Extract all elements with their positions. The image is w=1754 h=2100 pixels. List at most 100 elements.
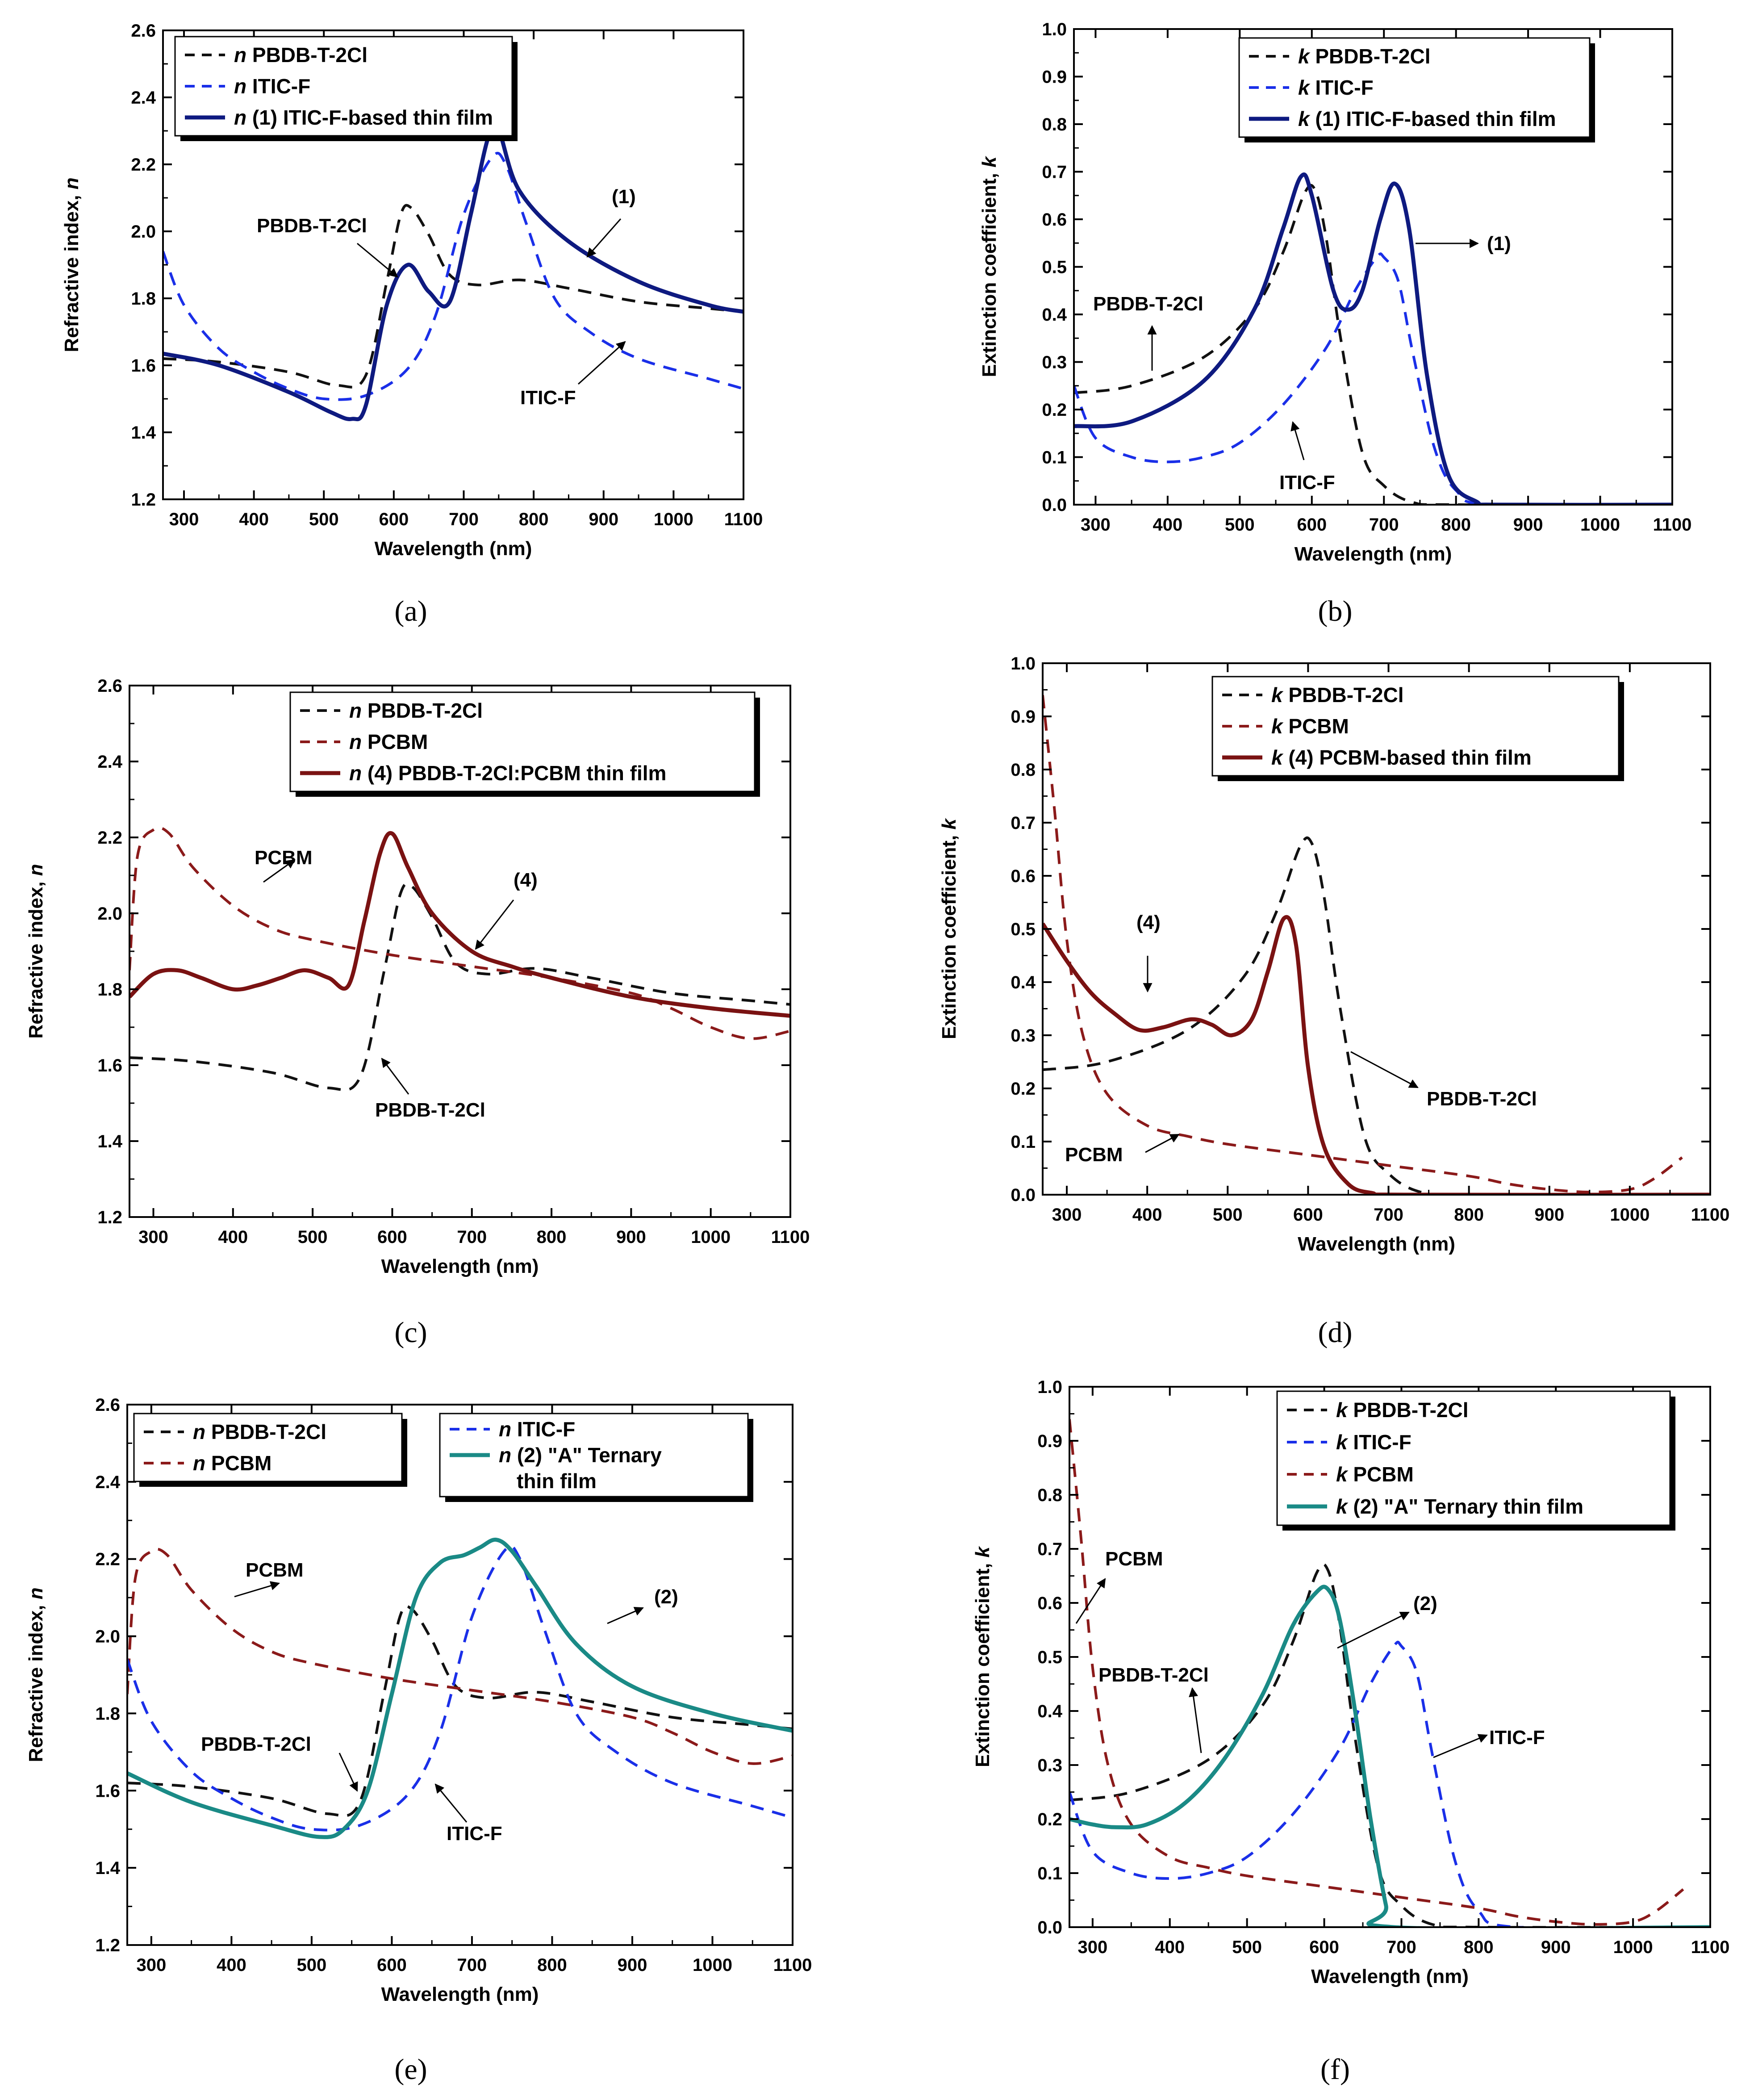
legend-text: PBDB-T-2Cl [368,699,483,722]
series-line--2-a-ternary-thin-film [1069,1585,1710,1927]
legend-label: k PBDB-T-2Cl [1336,1398,1469,1422]
y-tick-label: 2.6 [95,1395,120,1415]
y-tick-label: 2.4 [95,1473,120,1492]
y-axis-label: Refractive index, n [25,864,47,1038]
x-axis-label: Wavelength (nm) [381,1255,539,1277]
x-axis-label: Wavelength (nm) [1311,1966,1469,1987]
x-tick-label: 1000 [1613,1937,1653,1957]
y-tick-label: 2.2 [131,155,156,175]
x-axis-label: Wavelength (nm) [1298,1233,1455,1255]
y-tick-label: 0.7 [1042,163,1067,182]
x-tick-label: 300 [1081,515,1111,535]
x-tick-label: 900 [616,1227,646,1247]
x-tick-label: 400 [239,510,269,529]
series-line-pbdb-t-2cl [129,882,790,1092]
x-tick-label: 1100 [1653,515,1692,535]
y-tick-label: 0.2 [1037,1810,1062,1829]
legend-text: PCBM [368,730,428,753]
annotation-arrow [381,1058,409,1095]
x-tick-label: 1100 [1691,1205,1730,1225]
y-axis-label: Extinction coefficient, k [938,818,960,1039]
y-tick-label: 0.3 [1037,1756,1062,1775]
y-tick-label: 0.1 [1011,1132,1036,1152]
x-tick-label: 700 [449,510,479,529]
legend-prefix: k [1336,1398,1353,1422]
series-line-pbdb-t-2cl [1069,1563,1710,1927]
x-tick-label: 400 [217,1955,246,1975]
legend-text: ITIC-F [1315,76,1373,99]
legend-prefix: n [234,106,252,129]
y-tick-label: 1.2 [97,1208,122,1227]
legend-box [1276,1390,1671,1526]
series-line-itic-f [1074,252,1672,505]
legend-prefix: n [499,1443,517,1467]
x-tick-label: 600 [377,1955,407,1975]
x-tick-label: 500 [297,1955,327,1975]
legend-text: (4) PBDB-T-2Cl:PCBM thin film [368,761,667,785]
annotation-arrow [1290,421,1305,460]
legend-prefix: k [1271,746,1288,769]
annotation-label: ITIC-F [1279,472,1335,494]
panel-e: 300 400 500 600 700 800 900 1000 1100 1.2 1.4 1.6 1.… [25,1395,812,2086]
x-axis-label: Wavelength (nm) [381,1983,539,2005]
y-tick-label: 0.5 [1037,1648,1062,1667]
x-tick-label: 300 [138,1227,168,1247]
annotation-label: (1) [1487,233,1511,255]
legend-prefix: k [1271,683,1288,707]
series-line-pcbm [1069,1419,1684,1926]
panel-b: 300 400 500 600 700 800 900 1000 1100 0.0 0.1 0.2 0.… [978,20,1691,627]
series-line-pbdb-t-2cl [127,1605,793,1817]
x-tick-label: 1000 [691,1227,731,1247]
legend-prefix: n [349,730,368,753]
y-tick-label: 0.8 [1037,1485,1062,1505]
legend-label: k ITIC-F [1298,76,1374,99]
legend-label: n ITIC-F [499,1418,575,1441]
x-tick-label: 800 [1454,1205,1484,1225]
legend-box [174,36,513,137]
x-tick-label: 500 [309,510,339,529]
y-axis-label-symbol: n [61,177,83,189]
legend-text: ITIC-F [252,75,310,98]
x-tick-label: 500 [1232,1937,1262,1957]
y-tick-label: 0.9 [1037,1431,1062,1451]
x-tick-label: 300 [136,1955,166,1975]
legend-text: (2) "A" Ternary thin film [1353,1495,1583,1518]
annotation-label: PBDB-T-2Cl [201,1733,311,1755]
y-axis-label-symbol: k [938,818,960,830]
y-axis-label-symbol: n [25,864,47,876]
y-tick-label: 2.0 [95,1627,120,1647]
legend-prefix: k [1298,45,1315,68]
annotation-arrow [577,341,626,385]
annotation-label: (2) [654,1586,678,1608]
legend-label: n PCBM [193,1452,271,1475]
x-tick-label: 600 [1309,1937,1339,1957]
x-tick-label: 900 [1541,1937,1571,1957]
legend-box [1211,676,1620,777]
series-line-itic-f [1069,1640,1710,1927]
y-tick-label: 1.4 [131,423,156,443]
annotation-label: ITIC-F [447,1823,502,1845]
y-tick-label: 0.6 [1037,1594,1062,1613]
annotation-arrow [1145,1134,1180,1153]
legend-label: k (1) ITIC-F-based thin film [1298,107,1556,130]
x-tick-label: 800 [1441,515,1471,535]
series-line--1-itic-f-based-thin-film [163,123,743,422]
annotation-label: (4) [514,869,538,891]
x-tick-label: 1000 [693,1955,732,1975]
annotation-label: PBDB-T-2Cl [1098,1664,1209,1686]
series-line--2-a-ternary-thin-film [127,1537,793,1839]
legend-text: PBDB-T-2Cl [211,1420,326,1443]
y-axis-label-text: Refractive index, [25,1599,47,1762]
annotation-label: ITIC-F [1489,1727,1545,1749]
y-tick-label: 0.2 [1011,1079,1036,1099]
legend-label: n ITIC-F [234,75,310,98]
x-tick-label: 500 [298,1227,328,1247]
y-tick-label: 1.8 [97,980,122,1000]
annotation-label: (2) [1413,1593,1437,1615]
legend-prefix: k [1298,76,1315,99]
y-tick-label: 0.9 [1042,67,1067,87]
legend-prefix: k [1336,1463,1353,1486]
annotation-label: (1) [612,186,636,208]
legend-text: ITIC-F [517,1418,575,1441]
